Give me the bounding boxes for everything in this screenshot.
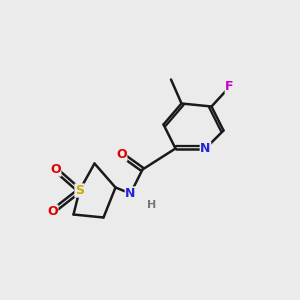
Text: S: S: [75, 184, 84, 197]
Text: O: O: [50, 163, 61, 176]
Text: O: O: [47, 205, 58, 218]
Text: N: N: [125, 187, 136, 200]
Text: H: H: [147, 200, 156, 211]
Text: N: N: [200, 142, 211, 155]
Text: F: F: [225, 80, 234, 94]
Text: O: O: [116, 148, 127, 161]
